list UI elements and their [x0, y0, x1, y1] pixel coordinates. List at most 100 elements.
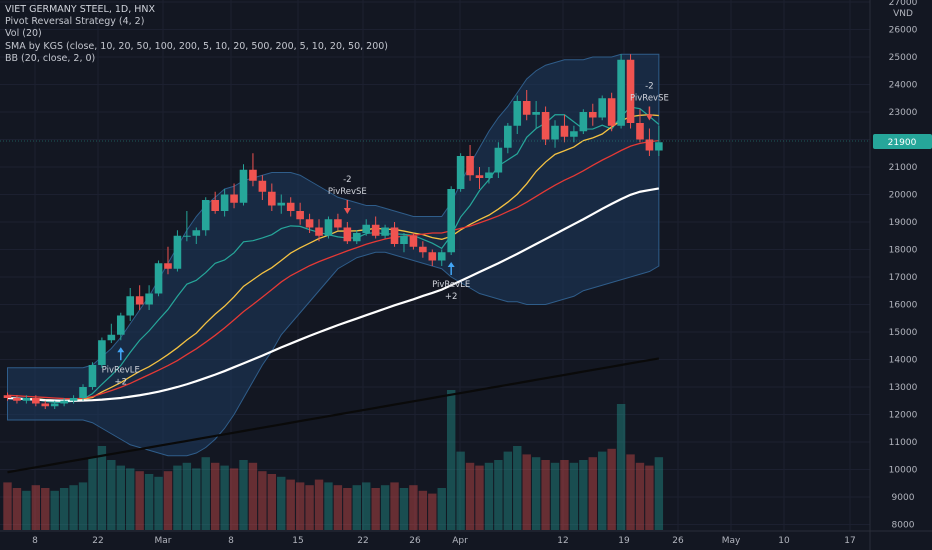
- candle-body: [107, 334, 116, 341]
- volume-bar: [598, 451, 607, 530]
- volume-bar: [220, 465, 229, 530]
- candle-body: [475, 175, 484, 178]
- price-tick-label: 26000: [889, 26, 918, 36]
- time-tick-label: 26: [672, 536, 684, 546]
- price-axis[interactable]: 2700026000250002400023000220002100020000…: [889, 0, 918, 531]
- volume-bar: [418, 490, 428, 530]
- candle-body: [551, 125, 559, 140]
- price-tick-label: 17000: [889, 273, 918, 283]
- volume-bar: [135, 471, 144, 530]
- volume-bar: [626, 454, 635, 530]
- volume-bar: [286, 479, 295, 530]
- time-tick-label: 15: [292, 536, 303, 546]
- candle-body: [296, 211, 304, 220]
- volume-bar: [314, 479, 324, 530]
- volume-bar: [192, 468, 201, 530]
- pivrevse-1-count: -2: [343, 175, 351, 185]
- candle-body: [513, 101, 522, 126]
- volume-bar: [399, 488, 409, 530]
- candle-body: [305, 219, 314, 228]
- last-price-label: 21900: [888, 138, 917, 148]
- chart-legend: VIET GERMANY STEEL, 1D, HNX Pivot Revers…: [5, 4, 388, 65]
- candle-body: [560, 125, 569, 137]
- volume-bar: [531, 457, 541, 530]
- candle-body: [466, 156, 474, 176]
- time-tick-label: May: [722, 536, 741, 546]
- volume-bar: [12, 488, 22, 530]
- pivrevle-2-label: PivRevLE: [432, 280, 470, 290]
- candle-body: [60, 400, 68, 404]
- pivrevle-1-count: +2: [115, 377, 128, 387]
- candle-body: [230, 194, 238, 203]
- price-tick-label: 18000: [889, 246, 918, 256]
- legend-bollinger[interactable]: BB (20, close, 2, 0): [5, 52, 96, 64]
- volume-bar: [324, 482, 333, 530]
- candle-body: [645, 139, 654, 151]
- volume-bar: [560, 460, 569, 530]
- pivrevle-1-label: PivRevLE: [102, 365, 140, 375]
- volume-bar: [645, 465, 654, 530]
- time-tick-label: 8: [32, 536, 38, 546]
- volume-bar: [144, 474, 154, 530]
- volume-bar: [513, 446, 522, 530]
- candle-body: [13, 398, 21, 401]
- price-tick-label: 13000: [889, 383, 918, 393]
- volume-bar: [503, 451, 513, 530]
- candle-body: [135, 296, 144, 305]
- candle-body: [541, 112, 550, 140]
- candle-body: [50, 403, 59, 407]
- candle-body: [116, 315, 125, 335]
- legend-sma[interactable]: SMA by KGS (close, 10, 20, 50, 100, 200,…: [5, 40, 388, 52]
- candle-body: [447, 189, 455, 253]
- candle-body: [315, 227, 323, 236]
- candle-body: [598, 98, 607, 118]
- candle-body: [390, 227, 399, 244]
- volume-bar: [654, 457, 664, 530]
- pivrevse-2-count: -2: [645, 82, 653, 92]
- candle-body: [626, 59, 635, 123]
- volume-bar: [465, 462, 475, 530]
- volume-bars: [3, 390, 664, 530]
- time-tick-label: 22: [357, 536, 368, 546]
- time-tick-label: 17: [844, 536, 855, 546]
- candle-body: [79, 387, 87, 398]
- candle-body: [456, 156, 465, 189]
- candle-body: [22, 398, 31, 401]
- volume-bar: [248, 462, 258, 530]
- candle-body: [362, 224, 371, 233]
- pivrevse-1-label: PivRevSE: [328, 187, 367, 197]
- volume-bar: [484, 462, 494, 530]
- price-tick-label: 15000: [889, 328, 918, 338]
- strategy-annotations: PivRevLE +2 PivRevSE -2 PivRevLE +2 PivRevSE -2: [102, 82, 669, 388]
- volume-bar: [229, 468, 239, 530]
- price-tick-label: 24000: [889, 81, 918, 91]
- candle-body: [428, 252, 437, 261]
- time-tick-label: 19: [618, 536, 630, 546]
- candle-body: [173, 235, 182, 269]
- long-arrow-head: [447, 262, 455, 267]
- legend-volume[interactable]: Vol (20): [5, 28, 42, 40]
- candle-body: [154, 263, 163, 294]
- time-tick-label: 26: [409, 536, 421, 546]
- volume-bar: [267, 474, 277, 530]
- volume-bar: [607, 448, 616, 530]
- legend-symbol-title[interactable]: VIET GERMANY STEEL, 1D, HNX: [5, 4, 156, 15]
- volume-bar: [201, 457, 210, 530]
- volume-bar: [50, 490, 59, 530]
- volume-bar: [239, 460, 248, 530]
- sma-line-sma-5: [7, 106, 660, 403]
- legend-pivot-reversal[interactable]: Pivot Reversal Strategy (4, 2): [5, 16, 145, 28]
- volume-bar: [343, 488, 352, 530]
- time-tick-label: 12: [557, 536, 568, 546]
- price-tick-label: 27000: [889, 0, 918, 8]
- time-axis[interactable]: 8 22 Mar 8 15 22 26 Apr 12 19 26 May 10 17: [32, 536, 856, 546]
- candle-body: [437, 252, 446, 261]
- candle-body: [164, 263, 172, 269]
- volume-bar: [163, 471, 173, 530]
- volume-bar: [97, 446, 107, 530]
- candle-body: [249, 169, 257, 181]
- candle-body: [268, 191, 276, 206]
- volume-bar: [569, 462, 579, 530]
- volume-bar: [550, 462, 560, 530]
